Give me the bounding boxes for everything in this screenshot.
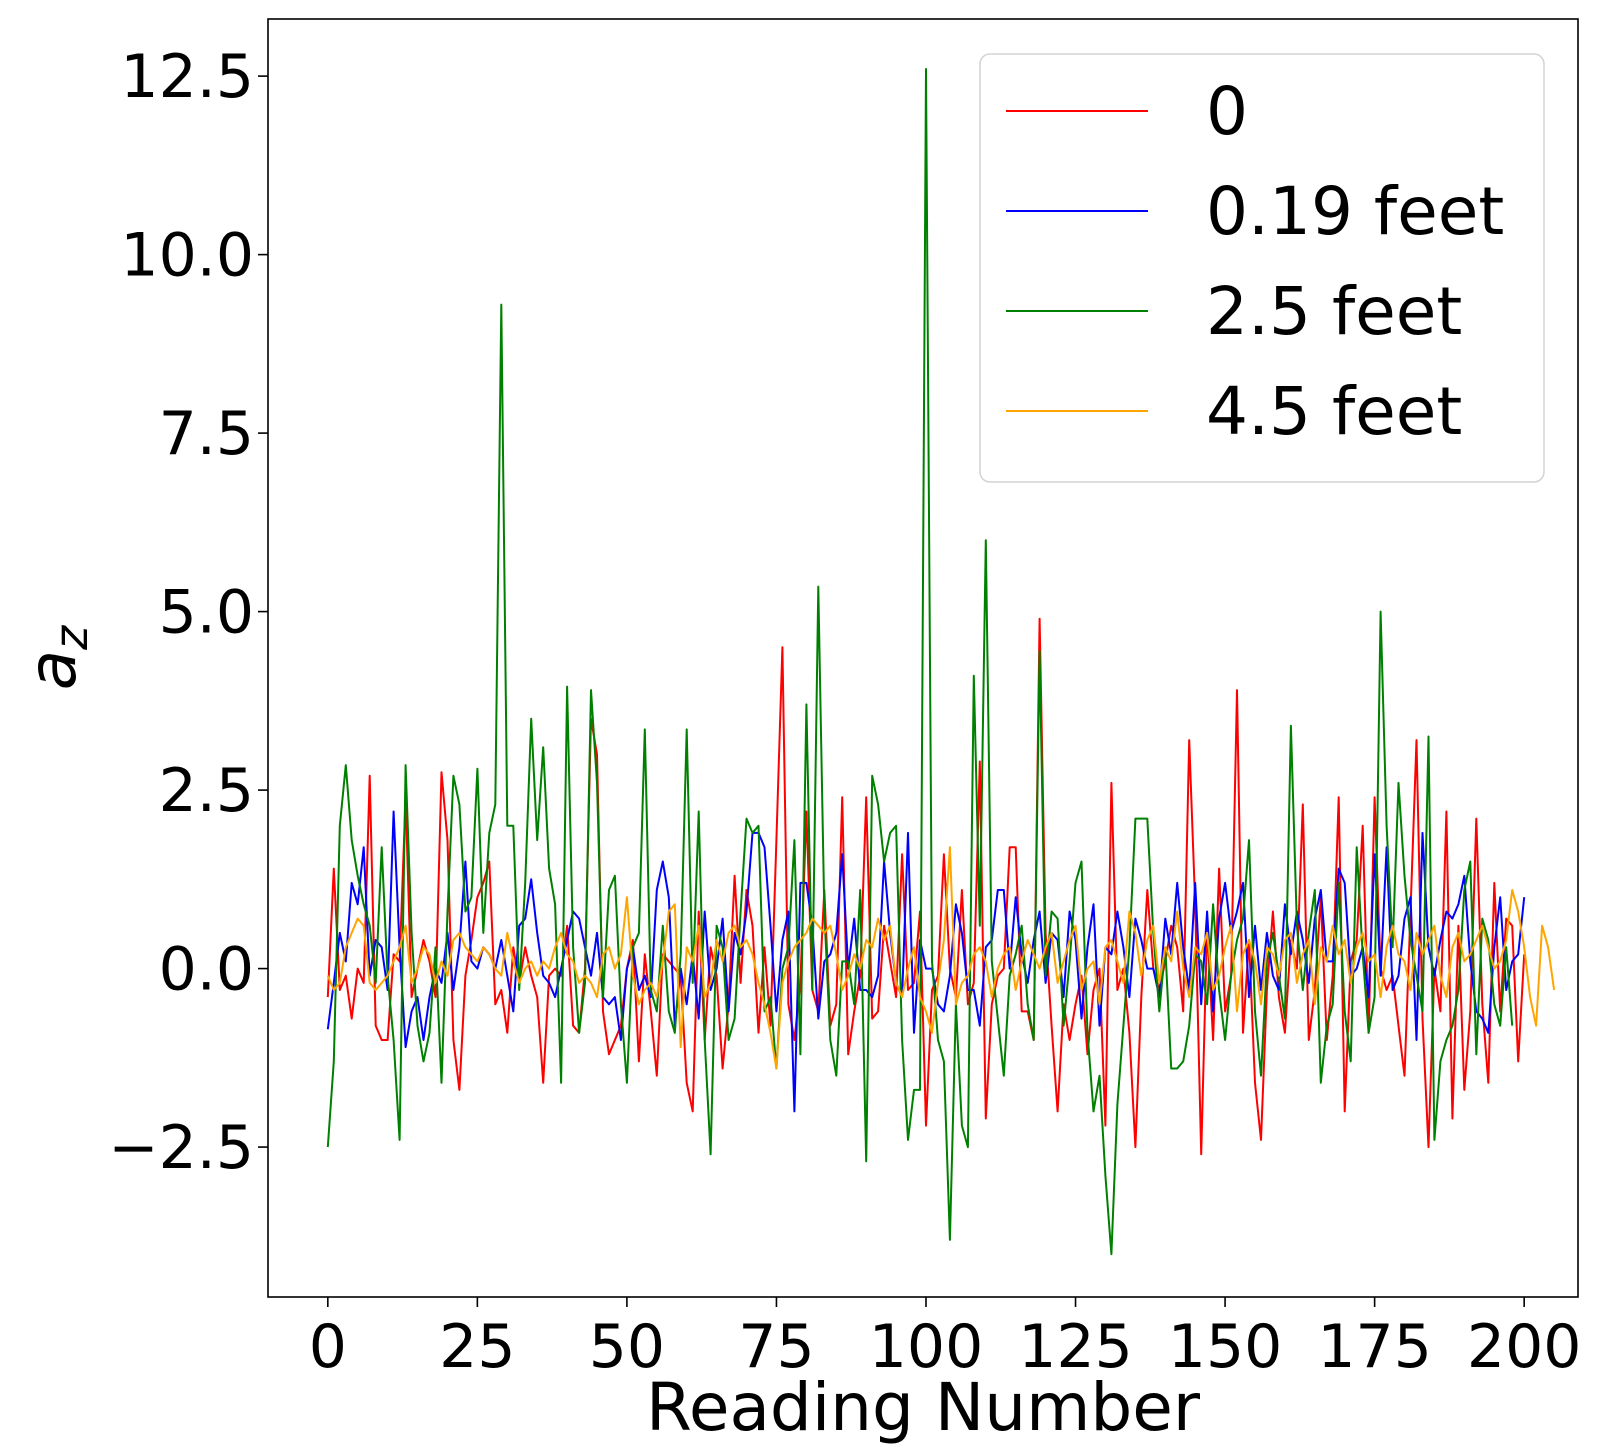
y-axis-label-subscript: z [44, 625, 98, 651]
legend: 0 0.19 feet 2.5 feet 4.5 feet [979, 53, 1545, 483]
y-tick-label: 5.0 [159, 578, 254, 648]
y-axis-ticks: −2.5 0.0 2.5 5.0 7.5 10.0 12.5 [108, 42, 268, 1183]
series-line-2 [326, 68, 1514, 1256]
series-line-3 [326, 846, 1556, 1070]
x-axis-ticks: 0 25 50 75 100 125 150 175 200 [309, 1297, 1582, 1382]
x-tick-label: 200 [1467, 1312, 1582, 1382]
y-tick-label: 10.0 [120, 221, 254, 291]
legend-label-0: 0 [1206, 73, 1248, 150]
x-axis-label: Reading Number [646, 1369, 1201, 1446]
plot-frame [267, 18, 1579, 1298]
y-tick-label: 0.0 [159, 935, 254, 1005]
y-tick-label: 2.5 [159, 756, 254, 826]
series-line-1 [326, 810, 1526, 1113]
x-tick-label: 150 [1168, 1312, 1283, 1382]
y-tick-label: 7.5 [159, 399, 254, 469]
y-axis-label: az [14, 625, 98, 690]
x-tick-label: 0 [309, 1312, 347, 1382]
series-line-0 [326, 617, 1526, 1156]
x-tick-label: 25 [439, 1312, 515, 1382]
x-tick-label: 50 [589, 1312, 665, 1382]
legend-label-3: 4.5 feet [1206, 373, 1462, 450]
series-layer [326, 68, 1556, 1256]
y-tick-label: 12.5 [120, 42, 254, 112]
x-tick-label: 175 [1317, 1312, 1432, 1382]
x-tick-label: 125 [1018, 1312, 1133, 1382]
legend-box [979, 53, 1545, 483]
y-axis-label-base: a [14, 650, 91, 690]
legend-label-2: 2.5 feet [1206, 273, 1462, 350]
y-tick-label: −2.5 [108, 1113, 254, 1183]
x-tick-label: 75 [738, 1312, 814, 1382]
legend-label-1: 0.19 feet [1206, 173, 1504, 250]
x-tick-label: 100 [869, 1312, 984, 1382]
